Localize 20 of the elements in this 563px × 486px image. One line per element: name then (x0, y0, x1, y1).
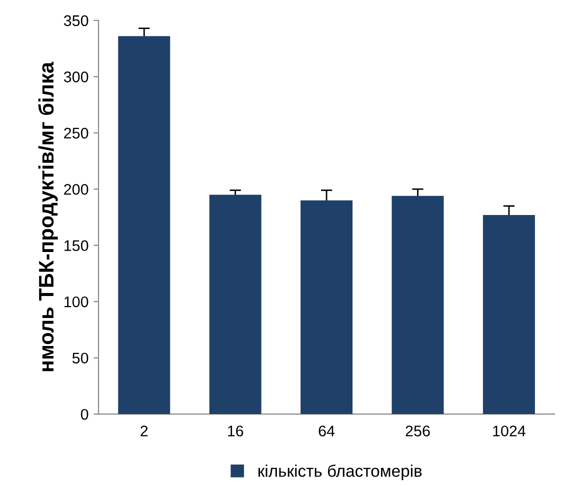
legend-label: кількість бластомерів (258, 464, 422, 480)
y-tick-label: 300 (64, 72, 88, 82)
x-tick-label: 256 (406, 426, 430, 436)
y-tick-label: 50 (72, 352, 88, 364)
y-tick-label: 0 (80, 408, 88, 420)
x-tick-label: 1024 (493, 426, 526, 436)
x-tick-label: 64 (318, 426, 335, 436)
y-tick-label: 200 (64, 184, 88, 195)
bar (300, 200, 353, 414)
bar (392, 196, 444, 414)
bar (482, 214, 535, 414)
x-tick-label: 2 (140, 426, 148, 436)
bar (118, 36, 170, 414)
y-tick-label: 250 (64, 128, 88, 139)
x-tick-label: 16 (228, 426, 244, 436)
y-tick-label: 150 (64, 240, 88, 252)
y-axis-title: нмоль ТБК-продуктів/мг білка (38, 62, 58, 372)
y-tick-label: 350 (64, 15, 88, 26)
y-tick-label: 100 (64, 296, 88, 308)
bar (209, 194, 262, 414)
